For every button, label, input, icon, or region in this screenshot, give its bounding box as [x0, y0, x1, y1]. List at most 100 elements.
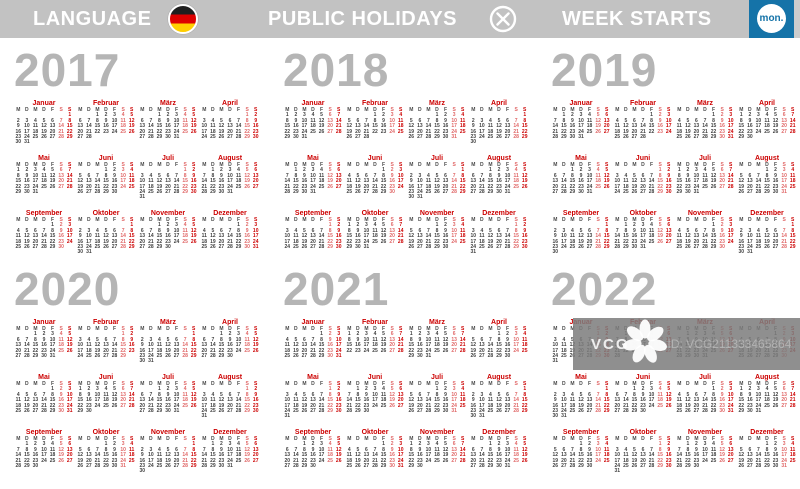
day-cell: 17 — [201, 402, 208, 409]
day-cell: 11 — [614, 123, 620, 130]
holidays-disabled-icon[interactable] — [489, 5, 517, 33]
day-cell: 18 — [623, 183, 629, 190]
day-cell: 1 — [658, 441, 662, 448]
day-cell: 4 — [211, 391, 215, 398]
day-cell: 12 — [552, 452, 559, 459]
day-cell: 10 — [66, 391, 73, 398]
day-cell: 18 — [182, 397, 188, 404]
weekday-letter: S — [328, 326, 332, 332]
day-cell: 11 — [398, 117, 404, 124]
day-cell: 23 — [496, 183, 502, 190]
day-cell: 30 — [58, 243, 64, 250]
day-cell: 31 — [640, 243, 646, 250]
day-cell: 27 — [586, 243, 593, 250]
day-cell: 24 — [578, 128, 584, 135]
month-2019-Mai: Mai M D M D F S S 1 2 3 4 5 6 7 8 9 10 11 12 13 14 15 16 17 18 19 2… — [551, 155, 611, 201]
day-cell: 25 — [148, 188, 154, 195]
weekday-letter: S — [121, 162, 125, 168]
day-cell: 18 — [459, 397, 466, 404]
day-cell: 29 — [676, 188, 683, 195]
day-cell: 24 — [648, 402, 655, 409]
day-cell: 25 — [327, 457, 333, 464]
week-start-button[interactable]: mon. — [749, 0, 794, 38]
weekday-letter: M — [285, 436, 290, 442]
weekday-letter: D — [356, 381, 360, 387]
day-cell: 13 — [139, 397, 146, 404]
day-cell: 31 — [747, 249, 753, 256]
day-cell: 6 — [202, 336, 206, 343]
day-cell: 6 — [34, 227, 37, 234]
day-cell: 22 — [103, 457, 109, 464]
day-cell: 25 — [569, 243, 576, 250]
day-cell: 3 — [729, 386, 733, 393]
day-cell: 25 — [676, 407, 683, 414]
day-cell: 28 — [94, 462, 101, 469]
day-cell: 23 — [103, 128, 109, 135]
day-cell: 30 — [640, 407, 646, 414]
day-cell: 20 — [389, 233, 395, 240]
day-cell: 19 — [380, 342, 387, 349]
month-title: Juli — [430, 374, 444, 381]
weekday-letter: M — [33, 162, 38, 168]
day-cell: 19 — [764, 238, 770, 245]
day-cell: 11 — [94, 233, 101, 240]
day-cell: 10 — [120, 446, 126, 453]
german-flag-icon[interactable] — [168, 4, 198, 34]
day-cell: 29 — [24, 462, 30, 469]
day-cell: 10 — [781, 172, 787, 179]
month-title: Juni — [635, 374, 651, 381]
day-cell: 1 — [158, 112, 161, 119]
day-cell: 4 — [480, 227, 484, 234]
mon-badge[interactable]: mon. — [757, 4, 786, 33]
day-cell: 23 — [389, 457, 395, 464]
day-cell: 15 — [657, 452, 663, 459]
day-cell: 20 — [496, 238, 502, 245]
day-cell: 25 — [789, 457, 796, 464]
day-cell: 26 — [685, 407, 691, 414]
month-title: April — [222, 100, 238, 107]
weekday-letter: M — [16, 162, 21, 168]
day-cell: 30 — [293, 133, 299, 140]
day-cell: 14 — [781, 233, 787, 240]
day-cell: 10 — [173, 391, 180, 398]
weekday-letter: D — [480, 381, 484, 387]
day-cell: 14 — [504, 233, 511, 240]
day-cell: 10 — [86, 233, 92, 240]
day-cell: 19 — [301, 238, 308, 245]
day-cell: 1 — [435, 112, 439, 119]
weekday-letter: M — [694, 217, 699, 223]
day-cell: 11 — [120, 117, 126, 124]
day-cell: 8 — [523, 117, 527, 124]
day-cell: 7 — [25, 336, 29, 343]
weekday-letter: D — [765, 436, 769, 442]
day-cell: 3 — [471, 227, 475, 234]
day-cell: 25 — [49, 457, 56, 464]
day-cell: 13 — [173, 342, 180, 349]
day-cell: 10 — [451, 391, 457, 398]
day-cell: 24 — [504, 183, 511, 190]
day-cell: 5 — [739, 172, 743, 179]
weekday-letter: S — [514, 217, 518, 223]
day-cell: 25 — [513, 183, 519, 190]
day-cell: 16 — [111, 452, 118, 459]
day-cell: 9 — [418, 336, 422, 343]
day-cell: 18 — [156, 347, 163, 354]
day-cell: 28 — [66, 183, 73, 190]
weekday-letter: F — [650, 162, 654, 168]
day-cell: 18 — [32, 128, 39, 135]
day-cell: 19 — [595, 123, 601, 130]
day-cell: 29 — [380, 188, 387, 195]
weekday-letter: S — [328, 381, 332, 387]
day-cell: 1 — [739, 386, 743, 393]
day-cell: 23 — [128, 347, 135, 354]
day-cell: 19 — [49, 178, 56, 185]
day-cell: 7 — [506, 227, 509, 234]
day-cell: 28 — [614, 243, 621, 250]
day-cell: 3 — [365, 331, 368, 338]
day-cell: 13 — [15, 342, 22, 349]
